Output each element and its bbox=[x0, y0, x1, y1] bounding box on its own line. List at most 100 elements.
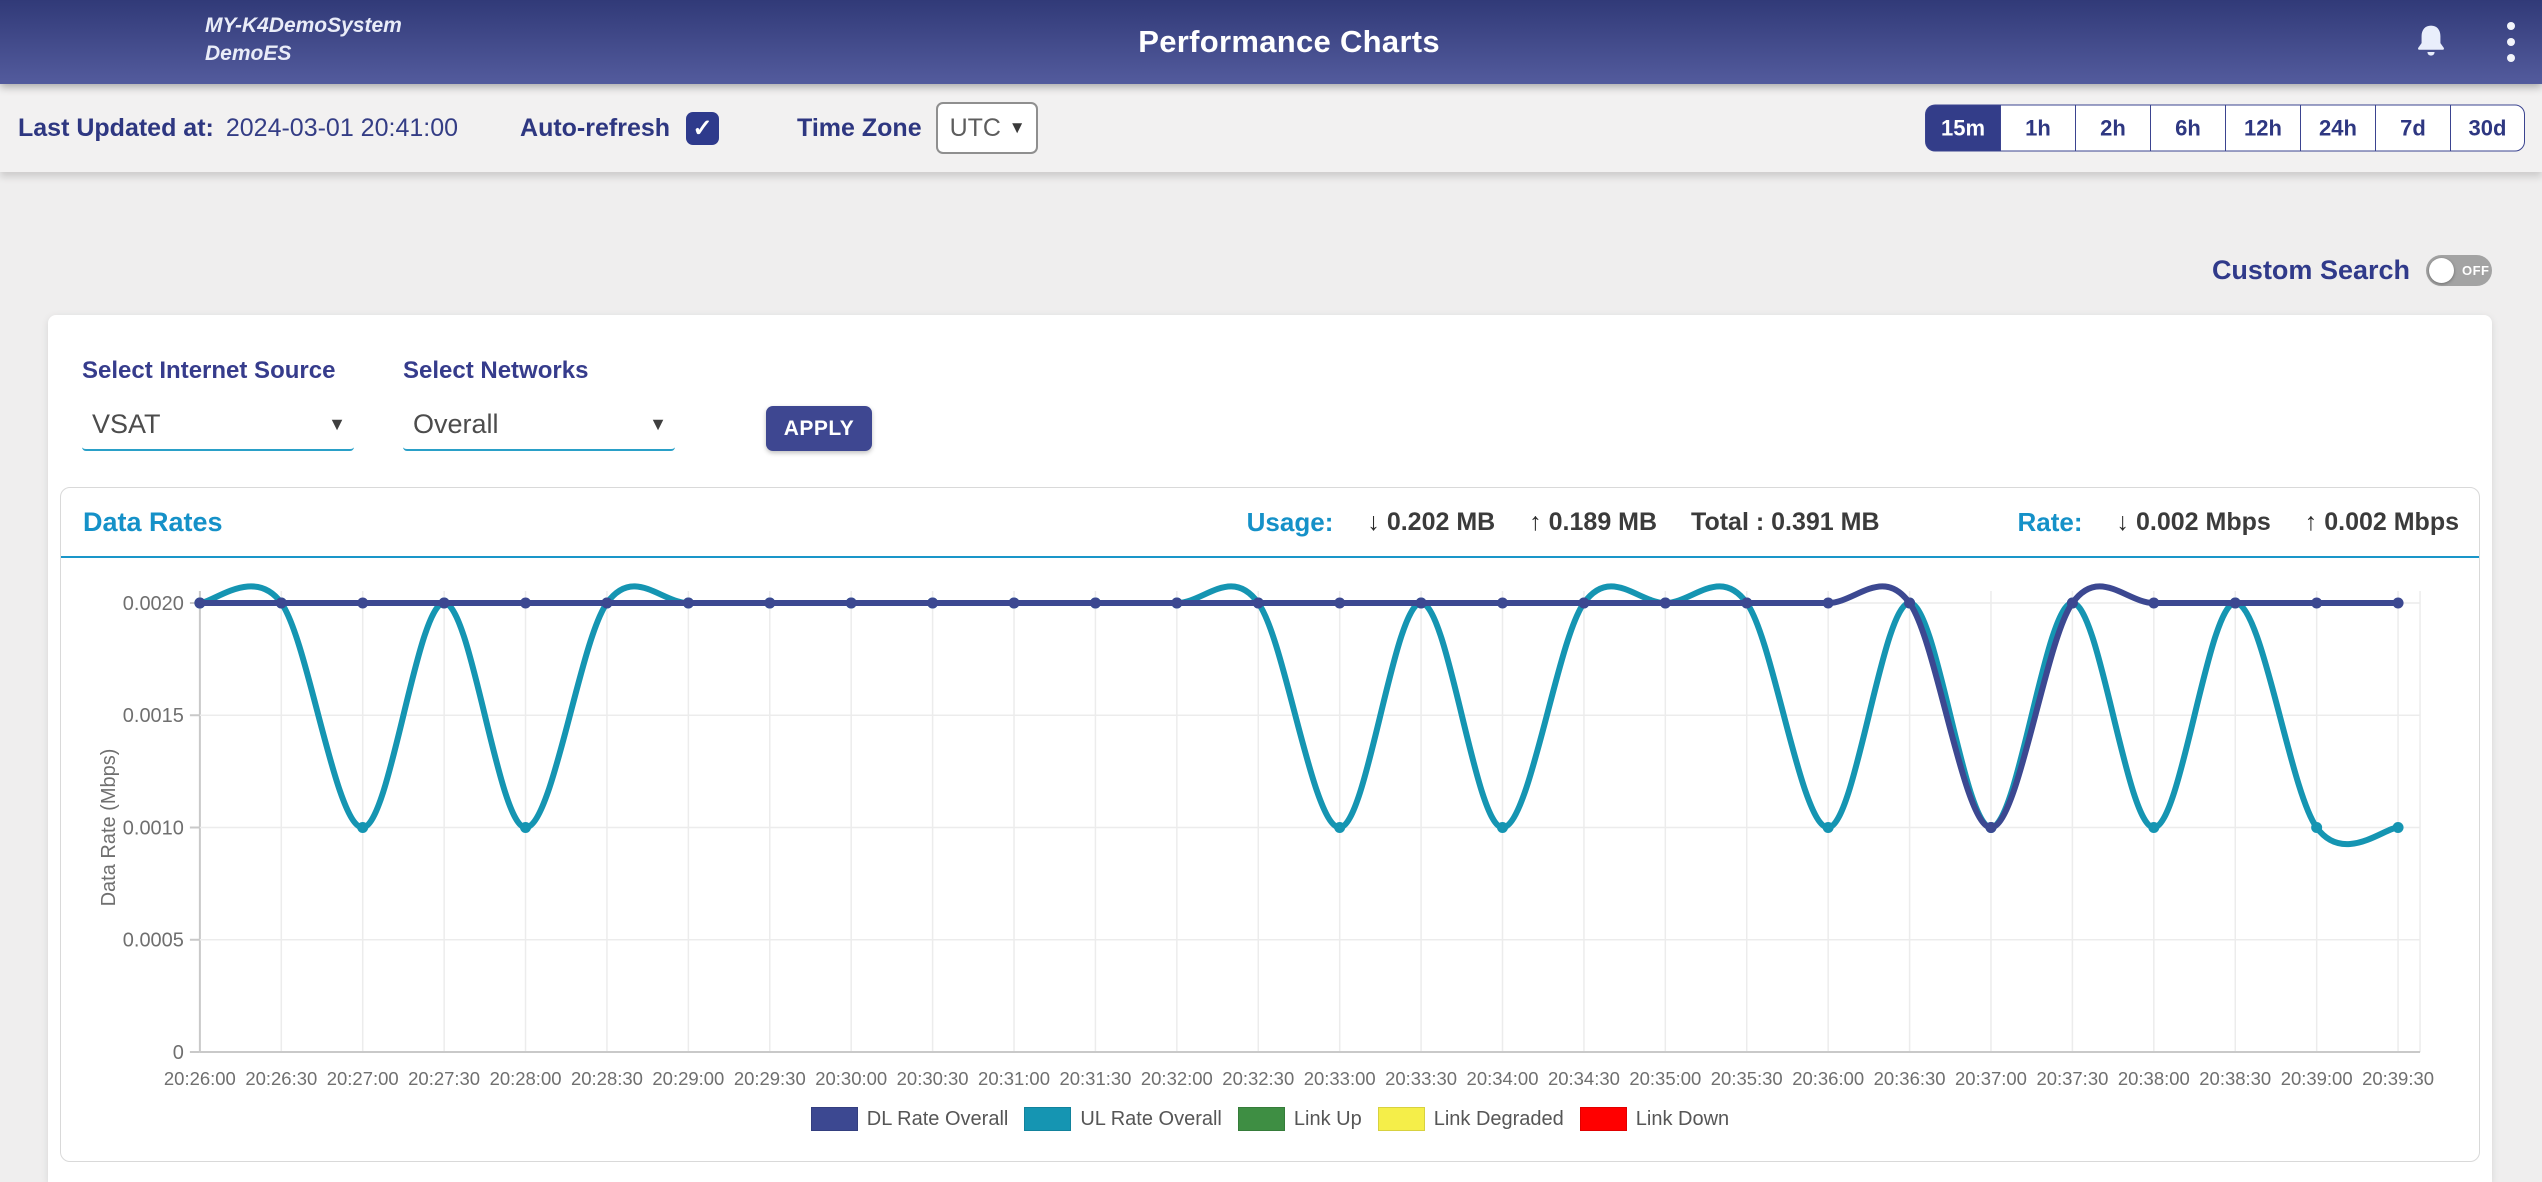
y-tick-label: 0.0020 bbox=[123, 593, 184, 615]
x-tick-label: 20:32:30 bbox=[1222, 1068, 1294, 1089]
internet-source-label: Select Internet Source bbox=[82, 357, 336, 384]
usage-upload: ↑ 0.189 MB bbox=[1529, 507, 1658, 536]
time-range-button-2h[interactable]: 2h bbox=[2075, 104, 2150, 152]
series-marker-ul-rate-overall bbox=[2392, 822, 2404, 833]
series-marker-dl-rate-overall bbox=[1415, 597, 1427, 609]
series-marker-dl-rate-overall bbox=[357, 597, 369, 609]
page-title: Performance Charts bbox=[1138, 24, 1440, 59]
y-axis-title: Data Rate (Mbps) bbox=[98, 749, 120, 907]
x-tick-label: 20:32:00 bbox=[1141, 1068, 1213, 1089]
legend-item-link-down[interactable]: Link Down bbox=[1579, 1107, 1729, 1131]
series-marker-dl-rate-overall bbox=[2229, 597, 2241, 609]
legend-label: Link Degraded bbox=[1433, 1107, 1564, 1130]
legend-swatch-icon bbox=[1024, 1107, 1072, 1131]
networks-value: Overall bbox=[413, 408, 499, 439]
internet-source-field: Select Internet Source VSAT ▼ bbox=[82, 357, 354, 451]
x-tick-label: 20:28:00 bbox=[490, 1068, 562, 1089]
series-marker-dl-rate-overall bbox=[682, 597, 694, 609]
data-rates-chart[interactable]: 20:26:00 20:26:30 20:27:00 20:27:30 20:28:00… bbox=[61, 558, 2479, 1098]
networks-select[interactable]: Overall ▼ bbox=[403, 405, 675, 451]
apply-button[interactable]: APPLY bbox=[766, 406, 872, 451]
networks-field: Select Networks Overall ▼ bbox=[403, 357, 675, 451]
down-arrow-icon: ↓ bbox=[1367, 507, 1380, 536]
time-range-button-24h[interactable]: 24h bbox=[2300, 104, 2375, 152]
legend-swatch-icon bbox=[810, 1107, 858, 1131]
series-marker-ul-rate-overall bbox=[1822, 822, 1834, 833]
more-options-kebab-icon[interactable] bbox=[2498, 22, 2524, 62]
auto-refresh-checkbox[interactable]: ✓ bbox=[686, 111, 720, 145]
x-tick-label: 20:35:00 bbox=[1629, 1068, 1701, 1089]
series-marker-dl-rate-overall bbox=[1822, 597, 1834, 609]
series-marker-dl-rate-overall bbox=[601, 597, 613, 609]
internet-source-select[interactable]: VSAT ▼ bbox=[82, 405, 354, 451]
legend-item-ul-rate-overall[interactable]: UL Rate Overall bbox=[1024, 1107, 1222, 1131]
legend-swatch-icon bbox=[1579, 1107, 1627, 1131]
legend-item-link-up[interactable]: Link Up bbox=[1237, 1107, 1362, 1131]
x-tick-label: 20:38:00 bbox=[2118, 1068, 2190, 1089]
time-range-button-7d[interactable]: 7d bbox=[2375, 104, 2450, 152]
data-rates-header: Data Rates Usage: ↓ 0.202 MB ↑ 0.189 MB … bbox=[61, 488, 2479, 558]
toggle-state-label: OFF bbox=[2462, 263, 2490, 278]
series-marker-dl-rate-overall bbox=[1578, 597, 1590, 609]
series-marker-dl-rate-overall bbox=[2066, 597, 2078, 609]
system-name: MY-K4DemoSystem DemoES bbox=[205, 12, 402, 68]
chevron-down-icon: ▼ bbox=[328, 413, 346, 434]
series-marker-dl-rate-overall bbox=[438, 597, 450, 609]
x-tick-label: 20:39:00 bbox=[2281, 1068, 2353, 1089]
chevron-down-icon: ▼ bbox=[649, 413, 667, 434]
internet-source-value: VSAT bbox=[92, 408, 161, 439]
networks-label: Select Networks bbox=[403, 357, 589, 384]
legend-swatch-icon bbox=[1237, 1107, 1285, 1131]
legend-item-dl-rate-overall[interactable]: DL Rate Overall bbox=[810, 1107, 1008, 1131]
chart-legend: DL Rate Overall UL Rate Overall Link Up Lin… bbox=[61, 1107, 2479, 1131]
usage-download: ↓ 0.202 MB bbox=[1367, 507, 1496, 536]
x-tick-label: 20:37:00 bbox=[1955, 1068, 2027, 1089]
series-marker-dl-rate-overall bbox=[1904, 597, 1916, 609]
series-marker-ul-rate-overall bbox=[2148, 822, 2160, 833]
auto-refresh-label: Auto-refresh bbox=[520, 113, 671, 142]
custom-search-row: Custom Search OFF bbox=[2212, 255, 2492, 286]
x-tick-label: 20:37:30 bbox=[2036, 1068, 2108, 1089]
x-tick-label: 20:31:30 bbox=[1059, 1068, 1131, 1089]
last-updated-value: 2024-03-01 20:41:00 bbox=[225, 113, 459, 142]
series-marker-dl-rate-overall bbox=[194, 597, 206, 609]
custom-search-toggle[interactable]: OFF bbox=[2426, 255, 2492, 286]
x-tick-label: 20:29:30 bbox=[734, 1068, 806, 1089]
series-marker-dl-rate-overall bbox=[1334, 597, 1346, 609]
legend-label: Link Up bbox=[1293, 1107, 1362, 1130]
main-panel: Select Internet Source VSAT ▼ Select Net… bbox=[48, 315, 2492, 1182]
system-name-line2: DemoES bbox=[205, 42, 292, 65]
x-tick-label: 20:27:30 bbox=[408, 1068, 480, 1089]
toggle-knob bbox=[2429, 258, 2454, 283]
x-tick-label: 20:38:30 bbox=[2199, 1068, 2271, 1089]
legend-swatch-icon bbox=[1377, 1107, 1425, 1131]
time-range-group: 15m 1h 2h 6h 12h 24h 7d 30d bbox=[1925, 104, 2525, 152]
notifications-bell-icon[interactable] bbox=[2414, 24, 2448, 60]
checkmark-icon: ✓ bbox=[692, 114, 713, 142]
time-zone-select[interactable]: UTC ▼ bbox=[935, 102, 1038, 154]
series-marker-dl-rate-overall bbox=[275, 597, 287, 609]
time-range-button-12h[interactable]: 12h bbox=[2225, 104, 2300, 152]
system-name-line1: MY-K4DemoSystem bbox=[205, 14, 402, 37]
legend-item-link-degraded[interactable]: Link Degraded bbox=[1377, 1107, 1564, 1131]
time-range-button-1h[interactable]: 1h bbox=[2000, 104, 2075, 152]
usage-rate-summary: Usage: ↓ 0.202 MB ↑ 0.189 MB Total : 0.3… bbox=[1247, 507, 2459, 538]
x-tick-label: 20:34:30 bbox=[1548, 1068, 1620, 1089]
series-marker-ul-rate-overall bbox=[1334, 822, 1346, 833]
filters-row: Select Internet Source VSAT ▼ Select Net… bbox=[82, 357, 872, 451]
last-updated-label: Last Updated at: bbox=[18, 113, 214, 142]
chevron-down-icon: ▼ bbox=[1008, 118, 1026, 137]
auto-refresh-group: Auto-refresh ✓ bbox=[520, 111, 720, 145]
series-marker-dl-rate-overall bbox=[1252, 597, 1264, 609]
x-tick-label: 20:36:30 bbox=[1874, 1068, 1946, 1089]
y-tick-label: 0.0015 bbox=[123, 705, 184, 727]
series-marker-dl-rate-overall bbox=[520, 597, 532, 609]
x-tick-label: 20:30:00 bbox=[815, 1068, 887, 1089]
series-marker-ul-rate-overall bbox=[1497, 822, 1509, 833]
time-range-button-30d[interactable]: 30d bbox=[2450, 104, 2525, 152]
time-range-button-6h[interactable]: 6h bbox=[2150, 104, 2225, 152]
series-marker-dl-rate-overall bbox=[1985, 822, 1997, 833]
time-range-button-15m[interactable]: 15m bbox=[1925, 104, 2000, 152]
series-marker-dl-rate-overall bbox=[1008, 597, 1020, 609]
time-zone-group: Time Zone UTC ▼ bbox=[797, 102, 1038, 154]
